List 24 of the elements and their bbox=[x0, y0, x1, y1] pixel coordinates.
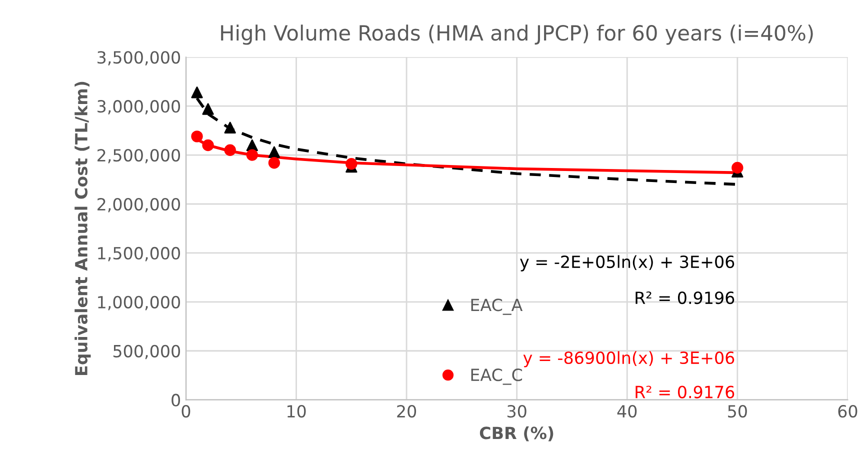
y-tick-label: 2,500,000 bbox=[98, 149, 180, 164]
x-tick-label: 0 bbox=[182, 404, 190, 418]
y-tick-label: 2,000,000 bbox=[98, 198, 180, 212]
y-tick-label: 0 bbox=[172, 394, 180, 406]
x-tick-label: 10 bbox=[287, 404, 306, 418]
y-axis-title: Equivalent Annual Cost (TL/km) bbox=[74, 82, 91, 375]
y-tick-label: 500,000 bbox=[113, 344, 180, 360]
legend-label: EAC_C bbox=[471, 368, 522, 385]
y-tick-label: 3,000,000 bbox=[98, 100, 180, 114]
y-tick-label: 3,500,000 bbox=[98, 51, 180, 66]
x-axis-title: CBR (%) bbox=[480, 426, 554, 442]
legend-label: EAC_A bbox=[471, 298, 523, 315]
y-tick-label: 1,500,000 bbox=[98, 246, 180, 262]
y-tick-label: 1,000,000 bbox=[98, 296, 180, 310]
x-tick-label: 60 bbox=[838, 404, 858, 418]
annotation: y = -86900ln(x) + 3E+06 bbox=[523, 351, 734, 368]
chart-title: High Volume Roads (HMA and JPCP) for 60 years (i=40%) bbox=[221, 24, 813, 45]
x-tick-label: 30 bbox=[508, 404, 526, 418]
x-tick-label: 40 bbox=[617, 404, 637, 418]
x-tick-label: 20 bbox=[397, 404, 416, 418]
annotation: R² = 0.9196 bbox=[636, 291, 734, 304]
annotation: y = -2E+05ln(x) + 3E+06 bbox=[520, 255, 734, 272]
annotation: R² = 0.9176 bbox=[636, 386, 734, 398]
x-tick-label: 50 bbox=[728, 404, 747, 418]
